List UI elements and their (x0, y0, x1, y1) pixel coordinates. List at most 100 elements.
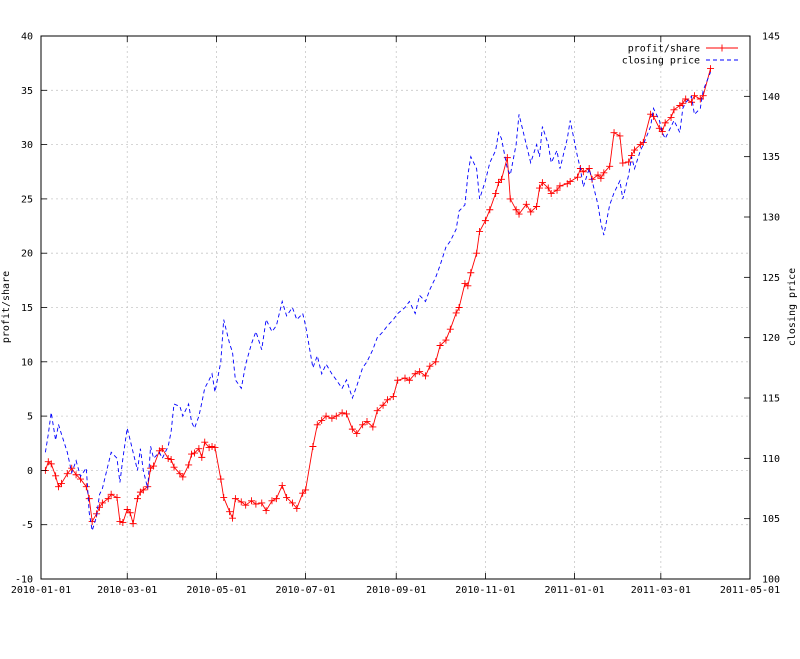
data-point-profit-share (369, 423, 377, 431)
y-tick-label: 35 (21, 86, 33, 97)
data-point-profit-share (283, 494, 291, 502)
data-point-profit-share (506, 195, 514, 203)
data-point-profit-share (600, 169, 608, 177)
series-layer (41, 65, 715, 531)
series-line-profit-share (44, 68, 711, 524)
data-point-profit-share (198, 453, 206, 461)
y-tick-label: 40 (21, 32, 33, 43)
data-point-profit-share (495, 179, 503, 187)
data-point-profit-share (426, 362, 434, 370)
data-point-profit-share (512, 206, 520, 214)
data-point-profit-share (473, 249, 481, 257)
data-point-profit-share (150, 462, 158, 470)
data-point-profit-share (486, 206, 494, 214)
data-point-profit-share (322, 412, 330, 420)
data-point-profit-share (258, 499, 266, 507)
y-tick-label: -5 (21, 520, 33, 531)
data-point-profit-share (208, 443, 216, 451)
x-tick-label: 2010-09-01 (366, 585, 426, 596)
data-point-profit-share (268, 497, 276, 505)
data-point-profit-share (220, 494, 228, 502)
data-point-profit-share (492, 189, 500, 197)
y-tick-label: 5 (27, 412, 33, 423)
data-point-profit-share (707, 65, 715, 73)
data-point-profit-share (167, 456, 175, 464)
data-point-profit-share (631, 146, 639, 154)
y2-tick-label: 110 (762, 454, 780, 465)
data-point-profit-share (452, 309, 460, 317)
data-point-profit-share (313, 421, 321, 429)
data-point-profit-share (55, 483, 63, 491)
data-point-profit-share (405, 376, 413, 384)
data-point-profit-share (579, 168, 587, 176)
data-point-profit-share (343, 410, 351, 418)
data-point-profit-share (299, 489, 307, 497)
data-point-profit-share (95, 503, 103, 511)
legend-label-closing-price: closing price (622, 56, 700, 67)
y-tick-label: 15 (21, 303, 33, 314)
data-point-profit-share (553, 186, 561, 194)
data-point-profit-share (515, 210, 523, 218)
data-point-profit-share (353, 429, 361, 437)
data-point-profit-share (98, 499, 106, 507)
data-point-profit-share (201, 438, 209, 446)
data-point-profit-share (107, 490, 115, 498)
data-point-profit-share (690, 92, 698, 100)
data-point-profit-share (348, 425, 356, 433)
data-point-profit-share (195, 445, 203, 453)
data-point-profit-share (682, 95, 690, 103)
data-point-profit-share (446, 325, 454, 333)
data-point-profit-share (82, 483, 90, 491)
x-tick-label: 2011-01-01 (544, 585, 604, 596)
data-point-profit-share (544, 184, 552, 192)
data-point-profit-share (237, 498, 245, 506)
data-point-profit-share (436, 342, 444, 350)
data-point-profit-share (658, 128, 666, 136)
data-point-profit-share (211, 444, 219, 452)
data-point-profit-share (594, 171, 602, 179)
data-point-profit-share (104, 495, 112, 503)
data-point-profit-share (126, 509, 134, 517)
y2-tick-label: 120 (762, 333, 780, 344)
data-point-profit-share (229, 514, 237, 522)
data-point-profit-share (139, 486, 147, 494)
data-point-profit-share (217, 475, 225, 483)
y2-tick-label: 105 (762, 514, 780, 525)
y-tick-label: 0 (27, 466, 33, 477)
y2-tick-label: 145 (762, 32, 780, 43)
data-point-profit-share (679, 99, 687, 107)
data-point-profit-share (538, 179, 546, 187)
y2-tick-label: 135 (762, 152, 780, 163)
y2-tick-label: 115 (762, 394, 780, 405)
data-point-profit-share (585, 164, 593, 172)
x-tick-label: 2010-01-01 (11, 585, 71, 596)
y-axis-label: profit/share (1, 271, 12, 343)
data-point-profit-share (262, 507, 270, 515)
data-point-profit-share (288, 499, 296, 507)
data-point-profit-share (226, 508, 234, 516)
data-point-profit-share (302, 486, 310, 494)
data-point-profit-share (416, 368, 424, 376)
data-point-profit-share (619, 159, 627, 167)
data-point-profit-share (272, 495, 280, 503)
data-point-profit-share (467, 269, 475, 277)
data-point-profit-share (670, 106, 678, 114)
data-point-profit-share (113, 494, 121, 502)
grid (41, 36, 750, 579)
data-point-profit-share (68, 464, 76, 472)
y-tick-label: -10 (15, 575, 33, 586)
data-point-profit-share (47, 460, 55, 468)
axes: 2010-01-01 2010-03-01 2010-05-01 2010-07-01… (11, 32, 780, 597)
data-point-profit-share (188, 450, 196, 458)
data-point-profit-share (119, 519, 127, 527)
x-tick-label: 2010-07-01 (275, 585, 335, 596)
data-point-profit-share (566, 178, 574, 186)
data-point-profit-share (379, 401, 387, 409)
data-point-profit-share (205, 444, 213, 452)
data-point-profit-share (116, 517, 124, 525)
data-point-profit-share (170, 463, 178, 471)
data-point-profit-share (328, 414, 336, 422)
y2-tick-label: 125 (762, 273, 780, 284)
data-point-profit-share (527, 208, 535, 216)
